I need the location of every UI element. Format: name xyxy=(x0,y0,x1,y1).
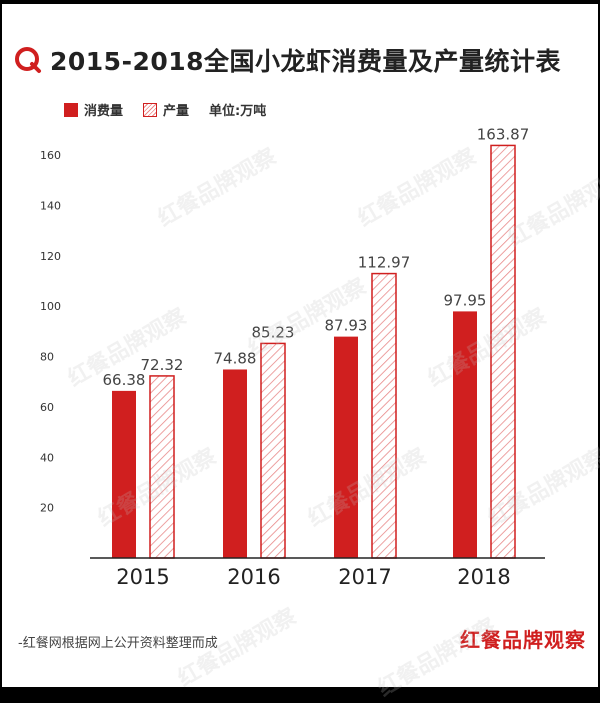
bar-consumption xyxy=(334,336,358,558)
y-tick-label: 120 xyxy=(40,250,61,263)
data-label-production: 85.23 xyxy=(252,323,295,341)
unit-label: 单位:万吨 xyxy=(209,104,267,119)
data-label-production: 163.87 xyxy=(477,125,530,143)
bar-production xyxy=(260,342,286,559)
bar-consumption xyxy=(453,311,477,558)
data-label-production: 112.97 xyxy=(358,254,411,272)
y-tick-label: 160 xyxy=(40,149,61,162)
y-tick-label: 140 xyxy=(40,200,61,213)
legend-label-consumption: 消费量 xyxy=(84,104,124,119)
chart-title: 2015-2018全国小龙虾消费量及产量统计表 xyxy=(50,47,562,76)
data-label-consumption: 74.88 xyxy=(214,349,257,367)
legend-swatch-solid xyxy=(64,102,78,117)
y-tick-label: 20 xyxy=(40,502,54,515)
header: 2015-2018全国小龙虾消费量及产量统计表 xyxy=(14,38,561,82)
brand-logo: 红餐品牌观察 xyxy=(460,628,586,652)
y-axis: 20 40 60 80 100 120 140 160 xyxy=(40,149,61,514)
x-tick-label: 2018 xyxy=(457,565,510,589)
legend-unit: 单位:万吨 xyxy=(209,100,266,119)
y-tick-label: 80 xyxy=(40,351,54,364)
bar-consumption xyxy=(112,390,136,558)
y-tick-label: 100 xyxy=(40,300,61,313)
x-tick-label: 2016 xyxy=(227,565,280,589)
legend: 消费量 产量 单位:万吨 xyxy=(64,100,286,119)
source-note: -红餐网根据网上公开资料整理而成 xyxy=(18,636,218,651)
y-tick-label: 60 xyxy=(40,401,54,414)
y-tick-label: 40 xyxy=(40,451,54,464)
bar-production xyxy=(490,144,516,559)
legend-production: 产量 xyxy=(143,100,189,119)
legend-consumption: 消费量 xyxy=(64,100,123,119)
data-label-consumption: 66.38 xyxy=(103,371,146,389)
x-axis: 2015 2016 2017 2018 xyxy=(116,565,510,589)
legend-swatch-hatch xyxy=(143,102,158,117)
bar-consumption xyxy=(223,369,247,558)
data-label-consumption: 97.95 xyxy=(444,291,487,309)
x-tick-label: 2015 xyxy=(116,565,169,589)
bar-production xyxy=(371,272,397,559)
data-label-production: 72.32 xyxy=(141,356,184,374)
logo-icon xyxy=(15,47,41,73)
x-tick-label: 2017 xyxy=(338,565,391,589)
legend-label-production: 产量 xyxy=(163,104,190,119)
bar-production xyxy=(149,375,175,559)
data-label-consumption: 87.93 xyxy=(325,317,368,335)
